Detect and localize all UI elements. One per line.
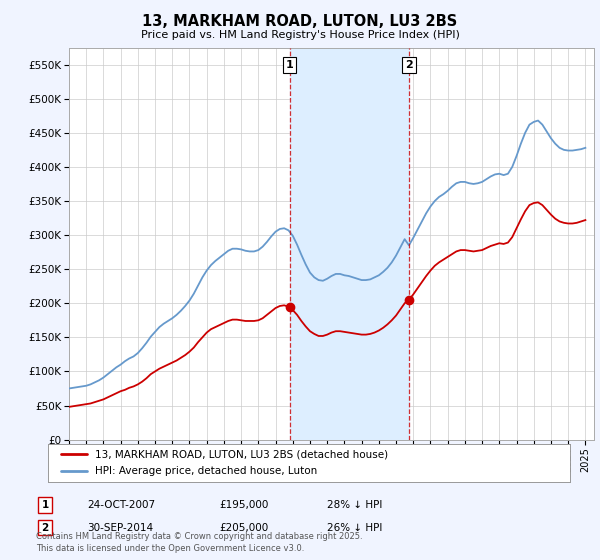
Text: Price paid vs. HM Land Registry's House Price Index (HPI): Price paid vs. HM Land Registry's House …: [140, 30, 460, 40]
Text: £195,000: £195,000: [219, 500, 268, 510]
Text: 26% ↓ HPI: 26% ↓ HPI: [327, 522, 382, 533]
Text: 28% ↓ HPI: 28% ↓ HPI: [327, 500, 382, 510]
Text: 2: 2: [405, 60, 413, 70]
Text: 30-SEP-2014: 30-SEP-2014: [87, 522, 153, 533]
Text: HPI: Average price, detached house, Luton: HPI: Average price, detached house, Luto…: [95, 466, 317, 476]
Text: Contains HM Land Registry data © Crown copyright and database right 2025.
This d: Contains HM Land Registry data © Crown c…: [36, 532, 362, 553]
Bar: [290, 48, 409, 440]
Text: 13, MARKHAM ROAD, LUTON, LU3 2BS (detached house): 13, MARKHAM ROAD, LUTON, LU3 2BS (detach…: [95, 449, 388, 459]
Text: 2: 2: [41, 522, 49, 533]
Text: 1: 1: [286, 60, 293, 70]
Text: 1: 1: [41, 500, 49, 510]
Text: £205,000: £205,000: [219, 522, 268, 533]
Text: 24-OCT-2007: 24-OCT-2007: [87, 500, 155, 510]
Text: 13, MARKHAM ROAD, LUTON, LU3 2BS: 13, MARKHAM ROAD, LUTON, LU3 2BS: [142, 14, 458, 29]
